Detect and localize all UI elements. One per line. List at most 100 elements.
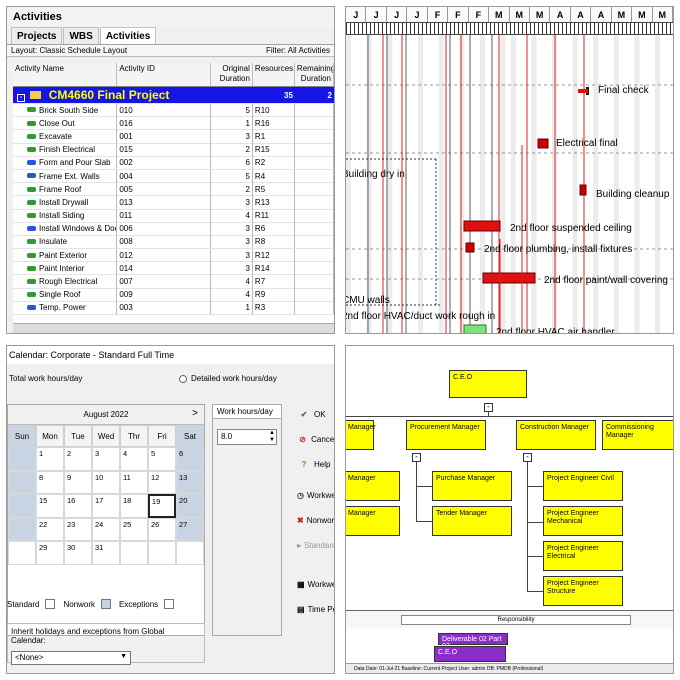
calendar-day[interactable]: 12 (148, 470, 176, 495)
calendar-day[interactable]: 15 (35, 494, 64, 518)
calendar-day[interactable] (8, 447, 36, 471)
table-row[interactable]: Install Windows & Doors 006 3 R6 (13, 222, 334, 236)
table-row[interactable]: Frame Roof 005 2 R5 (13, 182, 334, 197)
project-row[interactable]: - CM4660 Final Project 35 2 (13, 87, 334, 104)
table-row[interactable]: Excavate 001 3 R1 (13, 129, 334, 144)
calendar-day[interactable] (8, 470, 36, 495)
calendar-day[interactable]: 11 (120, 470, 148, 495)
table-row[interactable]: Form and Pour Slab 002 6 R2 (13, 156, 334, 170)
table-row[interactable]: Finish Electrical 015 2 R15 (13, 143, 334, 157)
sub-manager-box[interactable]: Manager (346, 506, 400, 536)
table-row[interactable]: Install Siding 011 4 R11 (13, 209, 334, 223)
ceo-purple-box[interactable]: C.E.O (434, 646, 506, 662)
calendar-day[interactable] (176, 541, 204, 565)
table-row[interactable]: Frame Ext. Walls 004 5 R4 (13, 169, 334, 184)
table-row[interactable]: Rough Electrical 007 4 R7 (13, 275, 334, 289)
next-month-button[interactable]: > (192, 408, 198, 419)
calendar-day[interactable]: 3 (92, 447, 120, 471)
purchase-manager-box[interactable]: Purchase Manager (432, 471, 512, 501)
table-row[interactable]: Single Roof 009 4 R9 (13, 288, 334, 302)
tab-projects[interactable]: Projects (11, 27, 63, 44)
workweek-button[interactable]: ◷Workweek... (297, 485, 334, 506)
time-periods-button[interactable]: ▤Time Periods... (297, 599, 334, 620)
calendar-day[interactable]: 19 (147, 494, 177, 518)
sub-manager-box[interactable]: Manager (346, 471, 400, 501)
engineer-civil-box[interactable]: Project Engineer Civil (543, 471, 623, 501)
table-row[interactable]: Paint Exterior 012 3 R12 (13, 248, 334, 263)
calendar-day[interactable]: 5 (148, 447, 176, 471)
calendar-day[interactable]: 18 (119, 494, 148, 518)
layout-label[interactable]: Layout: Classic Schedule Layout (11, 46, 128, 55)
ceo-box[interactable]: C.E.O (449, 370, 527, 398)
table-row[interactable]: Paint Interior 014 3 R14 (13, 261, 334, 276)
spinner-icon[interactable]: ▲ ▼ (269, 430, 275, 443)
calendar-day[interactable]: 22 (36, 517, 64, 542)
workweek-settings-button[interactable]: ▦Workweek... (297, 574, 334, 595)
collapse-ceo-icon[interactable]: - (484, 403, 493, 412)
global-calendar-select[interactable]: <None> ▼ (11, 651, 131, 665)
calendar-day[interactable]: 27 (176, 517, 204, 542)
calendar-day[interactable]: 8 (36, 470, 64, 495)
calendar-day[interactable]: 1 (36, 447, 64, 471)
calendar-day[interactable]: 9 (64, 470, 92, 495)
col-activity-name[interactable]: Activity Name (13, 63, 118, 86)
resources: R8 (253, 235, 295, 249)
radio-detailed-hours[interactable]: Detailed work hours/day (179, 374, 277, 383)
deliverable-box[interactable]: Deliverable 02 Part 03 (438, 633, 508, 650)
calendar-day[interactable]: 30 (64, 541, 92, 565)
calendar-day[interactable]: 17 (91, 494, 120, 518)
engineer-structure-box[interactable]: Project Engineer Structure (543, 576, 623, 606)
table-row[interactable]: Insulate 008 3 R8 (13, 235, 334, 250)
collapse-construction-icon[interactable]: - (523, 453, 532, 462)
radio-total-hours[interactable]: Total work hours/day (9, 374, 82, 383)
col-resources[interactable]: Resources (253, 63, 295, 86)
calendar-day[interactable] (120, 541, 148, 565)
help-button[interactable]: ? Help (297, 454, 334, 475)
col-original-duration[interactable]: Original Duration (211, 63, 253, 86)
col-activity-id[interactable]: Activity ID (117, 63, 211, 86)
standard-button[interactable]: ▸ Standard (297, 535, 334, 556)
collapse-icon[interactable]: - (17, 93, 25, 102)
table-row[interactable]: Temp. Power 003 1 R3 (13, 301, 334, 315)
table-row[interactable]: Install Drywall 013 3 R13 (13, 195, 334, 210)
calendar-day[interactable] (148, 541, 176, 565)
tender-manager-box[interactable]: Tender Manager (432, 506, 512, 536)
collapse-procurement-icon[interactable]: - (412, 453, 421, 462)
calendar-day[interactable]: 25 (120, 517, 148, 542)
calendar-day[interactable]: 26 (148, 517, 176, 542)
resources: R2 (253, 156, 295, 170)
responsibility-label[interactable]: Responsibility (401, 615, 631, 625)
procurement-manager-box[interactable]: Procurement Manager (406, 420, 486, 450)
calendar-day[interactable] (8, 541, 36, 565)
calendar-day[interactable]: 6 (176, 447, 204, 471)
tab-activities[interactable]: Activities (99, 27, 157, 44)
ok-button[interactable]: ✔ OK (297, 404, 334, 425)
table-row[interactable]: Brick South Side 010 5 R10 (13, 103, 334, 118)
tab-wbs[interactable]: WBS (63, 27, 99, 44)
work-hours-input[interactable]: 8.0 ▲ ▼ (217, 429, 277, 445)
col-remaining-duration[interactable]: Remaining Duration (295, 63, 334, 86)
calendar-day[interactable] (8, 517, 36, 542)
calendar-day[interactable]: 4 (120, 447, 148, 471)
engineer-mechanical-box[interactable]: Project Engineer Mechanical (543, 506, 623, 536)
cancel-button[interactable]: ⊘ Cancel (297, 429, 334, 450)
manager-box[interactable]: Manager (346, 420, 376, 450)
x-icon: ✖ (297, 516, 304, 525)
calendar-day[interactable]: 2 (64, 447, 92, 471)
calendar-day[interactable]: 23 (64, 517, 92, 542)
filter-label[interactable]: Filter: All Activities (265, 46, 330, 55)
calendar-day[interactable]: 29 (36, 541, 64, 565)
calendar-day[interactable]: 13 (176, 470, 204, 495)
table-row[interactable]: Close Out 016 1 R16 (13, 116, 334, 131)
engineer-electrical-box[interactable]: Project Engineer Electrical (543, 541, 623, 571)
calendar-day[interactable]: 16 (63, 494, 92, 518)
calendar-day[interactable]: 24 (92, 517, 120, 542)
nonwork-button[interactable]: ✖Nonwork (297, 510, 334, 531)
horizontal-scrollbar[interactable] (13, 323, 334, 333)
calendar-day[interactable]: 10 (92, 470, 120, 495)
calendar-day[interactable] (8, 494, 36, 518)
commissioning-manager-box[interactable]: Commissioning Manager (602, 420, 673, 450)
calendar-day[interactable]: 31 (92, 541, 120, 565)
calendar-day[interactable]: 20 (176, 494, 205, 518)
construction-manager-box[interactable]: Construction Manager (516, 420, 596, 450)
